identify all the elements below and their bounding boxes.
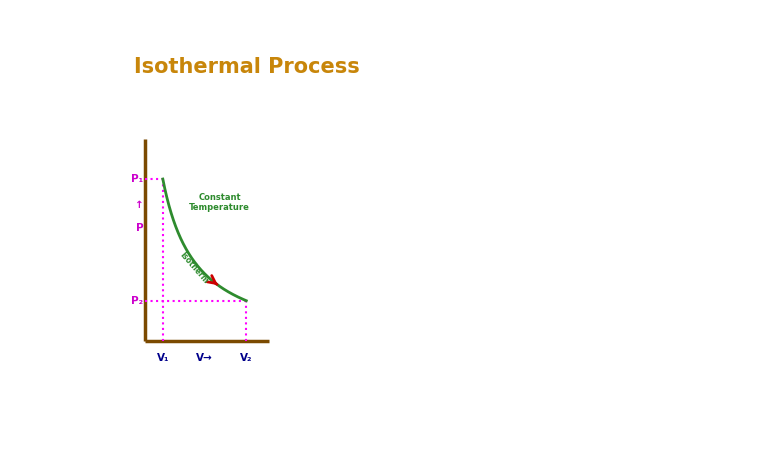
Text: V₂: V₂ xyxy=(240,353,253,363)
Text: Isothermal Process: Isothermal Process xyxy=(134,57,360,77)
Text: V₁: V₁ xyxy=(157,353,169,363)
Text: V→: V→ xyxy=(196,353,213,363)
Text: Isotherm: Isotherm xyxy=(178,250,210,285)
Text: P₁: P₁ xyxy=(131,174,144,184)
Text: Constant
Temperature: Constant Temperature xyxy=(189,193,250,212)
Text: P: P xyxy=(136,223,144,233)
Text: P₂: P₂ xyxy=(131,296,144,306)
Text: ↑: ↑ xyxy=(134,200,144,210)
